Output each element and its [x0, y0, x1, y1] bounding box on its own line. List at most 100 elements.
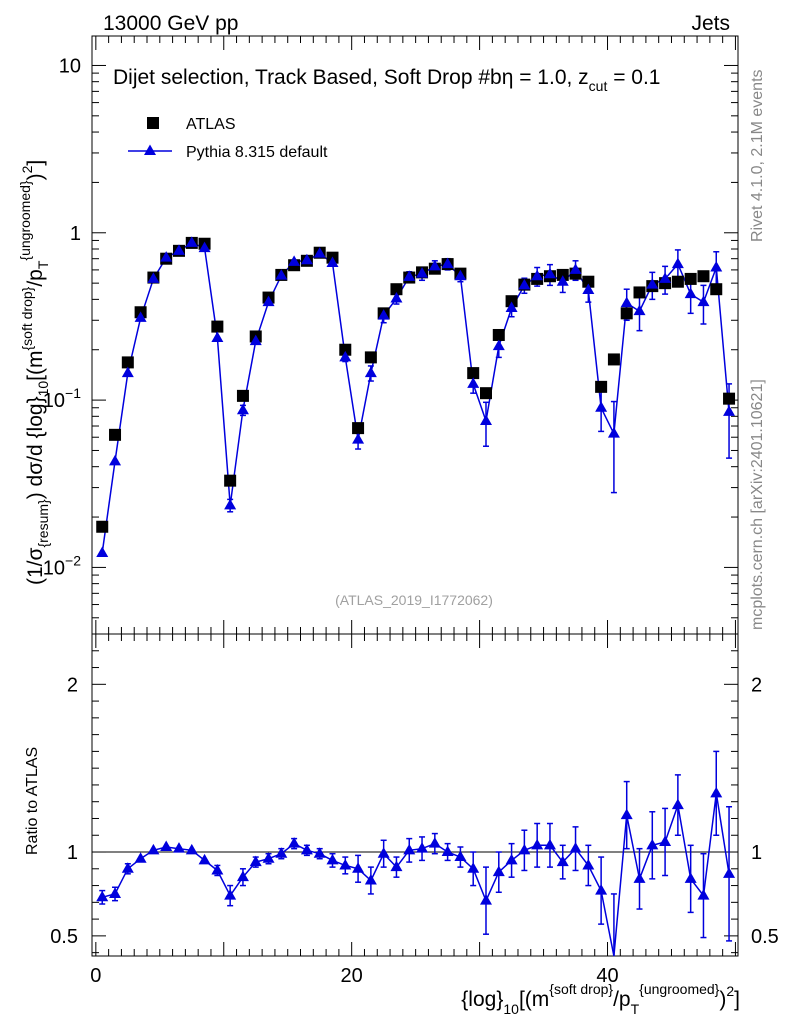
atlas-point: [671, 275, 684, 288]
ratio-y-tick-label-right: 1: [751, 842, 762, 864]
ratio-point: [364, 874, 377, 885]
legend-pythia-marker: [144, 144, 156, 155]
pythia-point: [646, 278, 659, 289]
chart-title-main: Dijet selection, Track Based, Soft Drop …: [113, 66, 502, 89]
main-y-tick-base: 10: [43, 390, 65, 412]
ratio-plot-frame: [91, 633, 739, 957]
ratio-point: [121, 862, 134, 873]
ratio-point: [710, 786, 723, 798]
pythia-point: [505, 301, 518, 313]
x-tick-label: 40: [596, 965, 618, 987]
ratio-point: [492, 865, 505, 877]
y-title-p10: 2: [19, 165, 35, 173]
pythia-point: [275, 269, 288, 280]
pythia-point: [211, 331, 224, 343]
ratio-point: [518, 843, 531, 855]
atlas-point: [390, 283, 403, 296]
atlas-point: [556, 268, 569, 281]
ratio-line: [102, 793, 730, 957]
ratio-point: [428, 837, 441, 848]
ratio-point: [160, 840, 173, 851]
legend: ATLAS Pythia 8.315 default: [128, 116, 328, 161]
pythia-point: [454, 269, 467, 281]
ratio-point: [403, 843, 416, 855]
ratio-point: [531, 838, 544, 850]
pythia-point: [479, 414, 492, 426]
y-title-p5: {soft drop}: [19, 286, 35, 350]
pythia-point: [109, 454, 122, 466]
pythia-point: [198, 241, 211, 253]
x-tick-label: 20: [341, 965, 363, 987]
pythia-point: [134, 311, 147, 322]
atlas-point: [236, 389, 249, 402]
x-tick-label: 0: [90, 965, 101, 987]
pythia-point: [339, 350, 352, 362]
x-title-p3: {soft drop}: [549, 981, 613, 997]
pythia-point: [697, 295, 710, 307]
atlas-point: [211, 320, 224, 333]
atlas-point: [492, 328, 505, 341]
ratio-point: [595, 884, 608, 895]
pythia-point: [364, 366, 377, 378]
main-y-tick-label: 1: [70, 223, 81, 245]
x-title-p6: {ungroomed}: [639, 981, 720, 997]
y-title-p2: ) dσ/d {log}: [24, 396, 47, 499]
ratio-point: [352, 862, 365, 873]
y-title-p1: {resum}: [35, 499, 51, 548]
pythia-point: [543, 267, 556, 279]
pythia-point: [684, 287, 697, 299]
x-tick-labels: 0 20 40: [90, 965, 618, 987]
pythia-point: [377, 309, 390, 320]
pythia-point: [441, 257, 454, 269]
x-axis-title: {log}10[(m{soft drop}/pT {ungroomed})2]: [461, 981, 740, 1017]
pythia-point: [518, 278, 531, 290]
main-y-tick-label: 10−1: [43, 385, 81, 412]
main-y-tick-label: 10: [59, 55, 81, 77]
y-title-p0: (1/σ: [24, 547, 47, 585]
atlas-point: [684, 272, 697, 285]
source-label: mcplots.cern.ch [arXiv:2401.10621]: [749, 379, 766, 630]
y-axis-title: (1/σ{resum}) dσ/d {log}10[(m{soft drop}/…: [17, 160, 51, 585]
y-title-p7: T: [35, 260, 51, 269]
ratio-point: [377, 847, 390, 858]
pythia-point: [288, 255, 301, 266]
chart-title-eta: η = 1.0, z: [502, 66, 589, 89]
ratio-point: [684, 872, 697, 883]
pythia-point: [313, 247, 326, 258]
ratio-point: [543, 838, 556, 850]
pythia-point: [428, 259, 441, 271]
main-y-tick-base: 10: [59, 55, 81, 77]
y-title-p9: ): [24, 173, 47, 180]
atlas-point: [224, 474, 237, 487]
category-label: Jets: [691, 12, 730, 35]
x-title-p7: ): [719, 988, 726, 1011]
pythia-point: [569, 263, 582, 274]
pythia-point: [531, 269, 544, 281]
ratio-point: [172, 842, 185, 853]
pythia-point: [607, 427, 620, 438]
ratio-point: [569, 842, 582, 853]
pythia-point: [300, 253, 313, 265]
ratio-point: [454, 850, 467, 862]
pythia-point: [671, 257, 684, 269]
ratio-y-tick-label-left: 2: [67, 674, 78, 696]
ratio-ticks: [92, 633, 738, 956]
pythia-point: [224, 498, 237, 510]
pythia-point: [556, 275, 569, 286]
y-title-p4: [(m: [24, 351, 47, 381]
atlas-point: [607, 353, 620, 366]
atlas-point: [352, 422, 365, 435]
main-ticks: [92, 36, 738, 635]
ratio-point: [339, 858, 352, 870]
atlas-point: [467, 367, 480, 380]
ratio-point: [416, 842, 429, 853]
pythia-point: [352, 433, 365, 444]
ratio-point: [224, 889, 237, 900]
ratio-markers: [96, 786, 736, 905]
ratio-point: [390, 860, 403, 872]
pythia-point: [659, 272, 672, 283]
ratio-point: [659, 835, 672, 846]
chart-title: Dijet selection, Track Based, Soft Drop …: [113, 66, 661, 94]
ratio-point: [313, 847, 326, 858]
ratio-point: [697, 889, 710, 900]
